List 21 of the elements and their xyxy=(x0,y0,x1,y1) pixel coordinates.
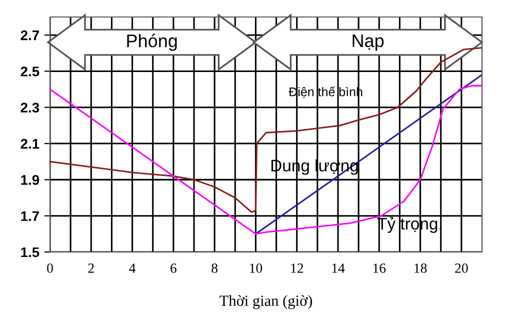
x-tick-label: 0 xyxy=(47,264,53,273)
x-axis-title: Thời gian (giờ) xyxy=(220,295,312,310)
y-tick-label: 1.7 xyxy=(21,211,39,221)
y-tick-label: 2.5 xyxy=(20,66,40,76)
annotation: Phóng xyxy=(127,34,177,51)
x-tick-label: 14 xyxy=(332,264,345,273)
y-tick-label: 2.3 xyxy=(20,102,40,113)
x-tick-label: 6 xyxy=(170,264,176,273)
y-tick-label: 2.7 xyxy=(20,30,39,40)
annotation: Nạp xyxy=(352,34,384,51)
y-tick-label: 2.1 xyxy=(20,138,40,149)
x-tick-label: 18 xyxy=(414,264,427,273)
x-tick-label: 12 xyxy=(291,264,304,273)
x-tick-label: 20 xyxy=(455,264,468,273)
y-tick-label: 1.5 xyxy=(21,247,40,258)
x-tick-label: 4 xyxy=(129,264,136,273)
x-tick-label: 2 xyxy=(88,264,94,273)
x-tick-label: 16 xyxy=(373,264,386,273)
x-tick-label: 10 xyxy=(250,264,262,273)
y-tick-label: 1.9 xyxy=(21,175,40,185)
x-tick-label: 8 xyxy=(212,264,218,273)
